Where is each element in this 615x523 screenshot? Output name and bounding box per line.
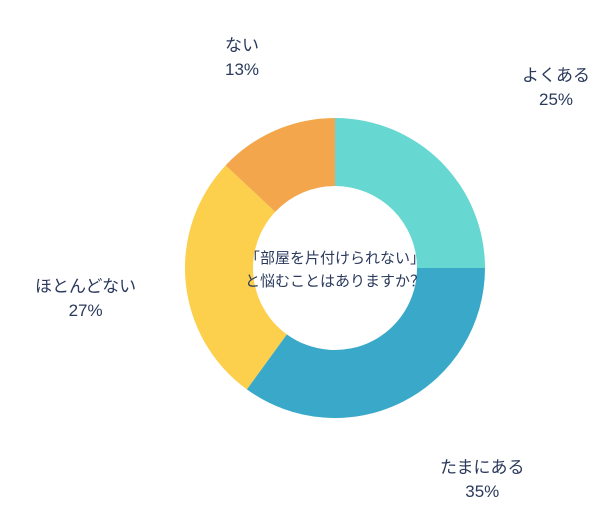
donut-chart: 「部屋を片付けられない」 と悩むことはありますか？ よくある25%たまにある35… — [0, 0, 615, 523]
slice-0 — [335, 118, 485, 268]
donut-svg — [0, 0, 615, 523]
slice-1 — [247, 268, 485, 418]
